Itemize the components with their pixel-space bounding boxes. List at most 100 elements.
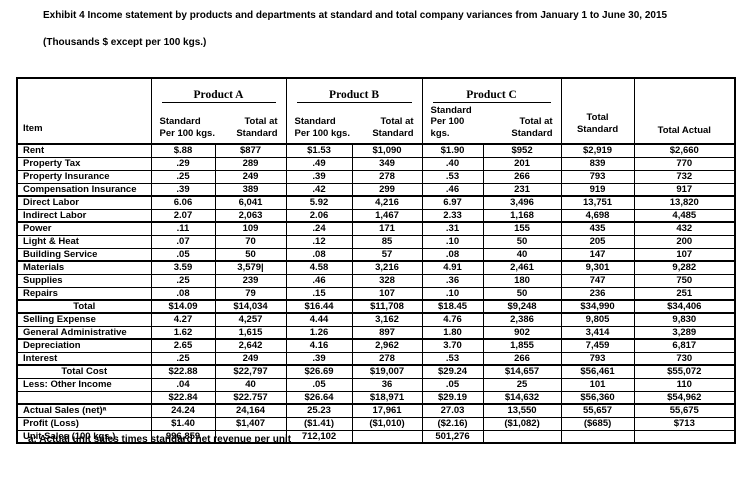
row-label: Light & Heat <box>16 234 152 249</box>
row-label: Repairs <box>16 286 152 301</box>
row-label: Compensation Insurance <box>16 182 152 197</box>
cell: $34,406 <box>633 299 736 314</box>
cell: $2,660 <box>633 143 736 158</box>
cell: 180 <box>482 273 562 288</box>
cell: 917 <box>633 182 736 197</box>
cell: 730 <box>633 351 736 366</box>
cell: ($1.41) <box>285 416 353 431</box>
cell: 266 <box>482 169 562 184</box>
exhibit-title-text: Income statement by products and departm… <box>84 10 668 21</box>
cell: 147 <box>560 247 635 262</box>
cell: 793 <box>560 169 635 184</box>
cell: 6.97 <box>421 195 484 210</box>
row-label: General Administrative <box>16 325 152 340</box>
cell: ($1,082) <box>482 416 562 431</box>
cell: $2,919 <box>560 143 635 158</box>
cell: 6,817 <box>633 338 736 353</box>
cell: 3,162 <box>351 312 423 327</box>
cell: .08 <box>421 247 484 262</box>
cell: 171 <box>351 221 423 236</box>
cell: .42 <box>285 182 353 197</box>
cell: ($1,010) <box>351 416 423 431</box>
product-a-label: Product A <box>161 89 276 103</box>
table-row: Materials 3.59 3,579| 4.58 3,216 4.91 2,461 9,3… <box>16 260 736 275</box>
cell: .46 <box>285 273 353 288</box>
cell: 9,301 <box>560 260 635 275</box>
cell: 101 <box>560 377 635 392</box>
table-row: Indirect Labor 2.07 2,063 2.06 1,467 2.33 1,16… <box>16 208 736 223</box>
cell: $34,990 <box>560 299 635 314</box>
cell: .39 <box>150 182 216 197</box>
cell: 24.24 <box>150 403 216 418</box>
cell: 155 <box>482 221 562 236</box>
cell: .49 <box>285 156 353 171</box>
cell: 1.80 <box>421 325 484 340</box>
cell: 4,485 <box>633 208 736 223</box>
cell: 109 <box>214 221 287 236</box>
cell: 50 <box>214 247 287 262</box>
cell: $16.44 <box>285 299 353 314</box>
income-statement-table: Item Product A Product B Product C Total… <box>16 77 737 445</box>
cell: 299 <box>351 182 423 197</box>
cell: $56,461 <box>560 364 635 379</box>
cell: 25 <box>482 377 562 392</box>
subheader-a-standard-per-100kgs: Standard Per 100 kgs. <box>150 103 215 146</box>
cell: 793 <box>560 351 635 366</box>
table-row: Repairs .08 79.15 107.10 50 236 251 <box>16 286 736 301</box>
cell: 289 <box>214 156 287 171</box>
table-row: Less: Other Income .04 40.05 36.05 25 101 110 <box>16 377 736 392</box>
cell: .25 <box>150 169 216 184</box>
cell: 55,657 <box>560 403 635 418</box>
cell: 4.91 <box>421 260 484 275</box>
cell: 205 <box>560 234 635 249</box>
cell: $19,007 <box>351 364 423 379</box>
cell: .05 <box>150 247 216 262</box>
cell: 4.44 <box>285 312 353 327</box>
cell: $9,248 <box>482 299 562 314</box>
cell: $22.757 <box>214 390 287 405</box>
cell: 107 <box>351 286 423 301</box>
cell: 57 <box>351 247 423 262</box>
cell: 70 <box>214 234 287 249</box>
exhibit-title: Exhibit 4 Income statement by products a… <box>43 10 667 21</box>
cell: 200 <box>633 234 736 249</box>
cell: 85 <box>351 234 423 249</box>
cell: .12 <box>285 234 353 249</box>
cell: 3,289 <box>633 325 736 340</box>
cell: 1,168 <box>482 208 562 223</box>
product-b-label: Product B <box>296 89 412 103</box>
table-row: Power .11 109.24 171.31 155 435 432 <box>16 221 736 236</box>
cell: .05 <box>285 377 353 392</box>
table-row: Total $14.09 $14,034 $16.44 $11,708 $18.45 $9,… <box>16 299 736 314</box>
cell: $1.90 <box>421 143 484 158</box>
cell: 996,859 <box>150 429 216 444</box>
row-label: Property Insurance <box>16 169 152 184</box>
cell: .25 <box>150 351 216 366</box>
table-row: Building Service .05 50.08 57.08 40 147 107 <box>16 247 736 262</box>
cell: 1.62 <box>150 325 216 340</box>
group-header-product-a: Product A <box>150 77 287 103</box>
cell <box>633 429 736 444</box>
cell: .08 <box>150 286 216 301</box>
subheader-b-total-at-standard: Total at Standard <box>352 103 423 146</box>
cell: 6.06 <box>150 195 216 210</box>
row-label: Depreciation <box>16 338 152 353</box>
cell: 2,063 <box>214 208 287 223</box>
cell: 40 <box>482 247 562 262</box>
row-label: Total <box>16 299 152 314</box>
table-row: Compensation Insurance .39 389.42 299.46 231… <box>16 182 736 197</box>
cell: $952 <box>482 143 562 158</box>
cell: .39 <box>285 351 353 366</box>
subheader-a-total-at-standard: Total at Standard <box>215 103 287 146</box>
table-row: Property Tax .29 289.49 349.40 201 839 770 <box>16 156 736 171</box>
row-label: Indirect Labor <box>16 208 152 223</box>
cell: 13,820 <box>633 195 736 210</box>
cell: $877 <box>214 143 287 158</box>
table-header: Item Product A Product B Product C Total… <box>16 77 736 146</box>
cell: 4,257 <box>214 312 287 327</box>
cell: 732 <box>633 169 736 184</box>
cell: ($685) <box>560 416 635 431</box>
cell: .25 <box>150 273 216 288</box>
cell: 236 <box>560 286 635 301</box>
cell: $14,034 <box>214 299 287 314</box>
